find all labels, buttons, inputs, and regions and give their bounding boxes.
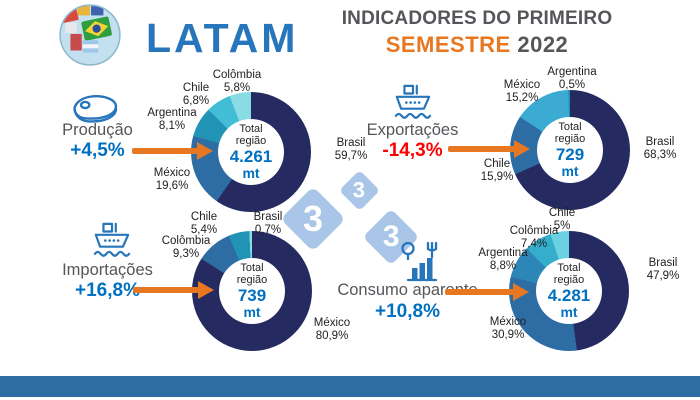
page-title: INDICADORES DO PRIMEIRO SEMESTRE 2022 xyxy=(312,8,642,58)
brand-title: LATAM xyxy=(146,15,299,61)
donut-chart-producao: Total região 4.261 mt xyxy=(191,92,311,212)
slice-label-brasil: Brasil 47,9% xyxy=(646,257,680,282)
slice-label-brasil: Brasil 0,7% xyxy=(253,211,283,236)
panel-title-consumo: Consumo aparente xyxy=(337,281,478,299)
slice-label-chile: Chile 5,4% xyxy=(190,211,218,236)
slice-label-brasil: Brasil 68,3% xyxy=(643,136,677,161)
change-producao: +4,5% xyxy=(70,140,125,161)
page-title-line1: INDICADORES DO PRIMEIRO xyxy=(341,8,613,29)
globe-flags-icon xyxy=(57,2,123,68)
panel-title-importacoes: Importações xyxy=(62,261,153,279)
title-semester: SEMESTRE xyxy=(385,32,511,57)
watermark-diamond-3: 3 xyxy=(338,169,381,212)
slice-label-colombia: Colômbia 9,3% xyxy=(161,235,211,260)
cargo-ship-icon xyxy=(87,222,137,265)
slice-label-chile: Chile 15,9% xyxy=(480,158,514,183)
arrow-producao xyxy=(132,142,213,160)
panel-title-producao: Produção xyxy=(62,121,133,139)
meat-icon xyxy=(70,92,120,130)
slice-label-colombia: Colômbia 7,4% xyxy=(509,225,559,250)
arrow-consumo xyxy=(445,283,529,301)
donut-center-exportacoes: Total região 729 mt xyxy=(537,117,603,183)
donut-chart-importacoes: Total região 739 mt xyxy=(192,231,312,351)
change-importacoes: +16,8% xyxy=(75,280,140,301)
slice-label-mexico: México 80,9% xyxy=(313,317,351,342)
slice-label-mexico: México 19,6% xyxy=(153,167,191,192)
title-year: 2022 xyxy=(517,32,569,57)
change-exportacoes: -14,3% xyxy=(382,140,443,161)
donut-center-consumo: Total região 4.281 mt xyxy=(536,258,602,324)
donut-center-importacoes: Total região 739 mt xyxy=(219,258,285,324)
donut-center-producao: Total região 4.261 mt xyxy=(218,119,284,185)
arrow-exportacoes xyxy=(448,140,530,158)
slice-label-mexico: México 30,9% xyxy=(489,316,527,341)
slice-label-argentina: Argentina 8,1% xyxy=(147,107,197,132)
slice-label-colombia: Colômbia 5,8% xyxy=(212,69,262,94)
arrow-importacoes xyxy=(133,281,214,299)
footer-bar xyxy=(0,376,700,397)
donut-chart-exportacoes: Total região 729 mt xyxy=(510,90,630,210)
page-title-line2: SEMESTRE 2022 xyxy=(312,32,642,58)
slice-label-chile: Chile 5% xyxy=(548,207,576,232)
change-consumo: +10,8% xyxy=(375,301,440,322)
panel-title-exportacoes: Exportações xyxy=(366,121,459,139)
cargo-ship-icon xyxy=(388,84,438,127)
slice-label-argentina: Argentina 0,5% xyxy=(547,66,597,91)
slice-label-brasil: Brasil 59,7% xyxy=(334,137,368,162)
slice-label-mexico: México 15,2% xyxy=(503,79,541,104)
consumption-chart-icon xyxy=(398,240,444,289)
slice-label-chile: Chile 6,8% xyxy=(182,82,210,107)
donut-chart-consumo: Total região 4.281 mt xyxy=(509,231,629,351)
slice-label-argentina: Argentina 8,8% xyxy=(478,247,528,272)
